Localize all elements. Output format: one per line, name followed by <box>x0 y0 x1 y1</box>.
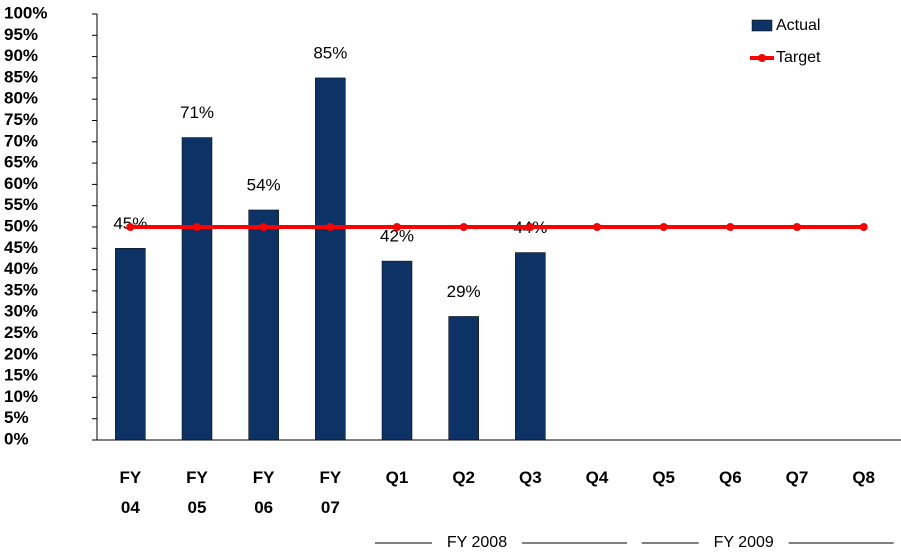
target-marker <box>259 223 268 231</box>
y-tick-label: 90% <box>4 46 38 65</box>
target-marker <box>393 223 401 231</box>
group-label: FY 2009 <box>714 534 774 551</box>
y-tick-label: 100% <box>4 3 47 22</box>
y-tick-label: 85% <box>4 67 38 86</box>
y-tick-label: 95% <box>4 25 38 44</box>
y-tick-label: 80% <box>4 89 38 108</box>
data-label: 85% <box>313 43 347 62</box>
y-tick-label: 0% <box>4 429 29 448</box>
x-tick-label: FY 06 <box>252 468 275 517</box>
target-marker <box>793 223 801 231</box>
target-marker <box>726 223 735 231</box>
x-tick-label: Q7 <box>785 468 809 487</box>
y-tick-label: 50% <box>4 216 38 235</box>
data-label: 71% <box>180 103 214 122</box>
bar <box>315 77 346 441</box>
target-marker <box>859 223 868 231</box>
x-tick-label: FY 07 <box>319 468 342 517</box>
x-tick-label: Q6 <box>718 468 742 487</box>
y-tick-label: 30% <box>4 302 38 321</box>
y-tick-label: 20% <box>4 344 38 363</box>
x-tick-label: Q8 <box>852 468 875 487</box>
bar <box>115 248 146 441</box>
x-tick-label: Q4 <box>585 468 609 487</box>
legend-swatch <box>751 19 773 32</box>
x-tick-label: Q3 <box>518 468 542 487</box>
y-tick-label: 5% <box>4 408 29 427</box>
y-tick-label: 65% <box>4 153 38 172</box>
target-marker <box>126 223 135 231</box>
target-marker <box>459 223 468 231</box>
y-tick-label: 70% <box>4 131 38 150</box>
y-tick-label: 15% <box>4 366 38 385</box>
target-marker <box>659 223 668 231</box>
group-label: FY 2008 <box>447 534 507 551</box>
y-tick-label: 55% <box>4 195 38 214</box>
x-tick-label: Q5 <box>652 468 675 487</box>
y-tick-label: 10% <box>4 387 38 406</box>
bar <box>248 209 279 441</box>
y-tick-label: 40% <box>4 259 38 278</box>
y-tick-label: 75% <box>4 110 38 129</box>
bar <box>381 260 413 441</box>
target-marker <box>593 223 601 231</box>
y-tick-label: 45% <box>4 238 38 257</box>
data-label: 29% <box>447 282 481 301</box>
target-marker <box>526 223 535 231</box>
bar <box>448 316 479 441</box>
target-marker <box>193 223 201 231</box>
legend-label: Target <box>776 49 821 66</box>
data-label: 42% <box>380 227 414 246</box>
y-tick-label: 25% <box>4 323 38 342</box>
y-tick-label: 60% <box>4 174 38 193</box>
legend-label: Actual <box>776 17 820 34</box>
x-tick-label: FY 04 <box>119 468 142 517</box>
bar <box>515 252 546 441</box>
legend-swatch <box>758 54 766 62</box>
bar <box>181 137 213 441</box>
x-tick-label: Q1 <box>385 468 409 487</box>
target-marker <box>326 223 335 231</box>
data-label: 54% <box>247 175 281 194</box>
x-tick-label: FY 05 <box>186 468 208 517</box>
x-tick-label: Q2 <box>452 468 475 487</box>
y-tick-label: 35% <box>4 280 38 299</box>
